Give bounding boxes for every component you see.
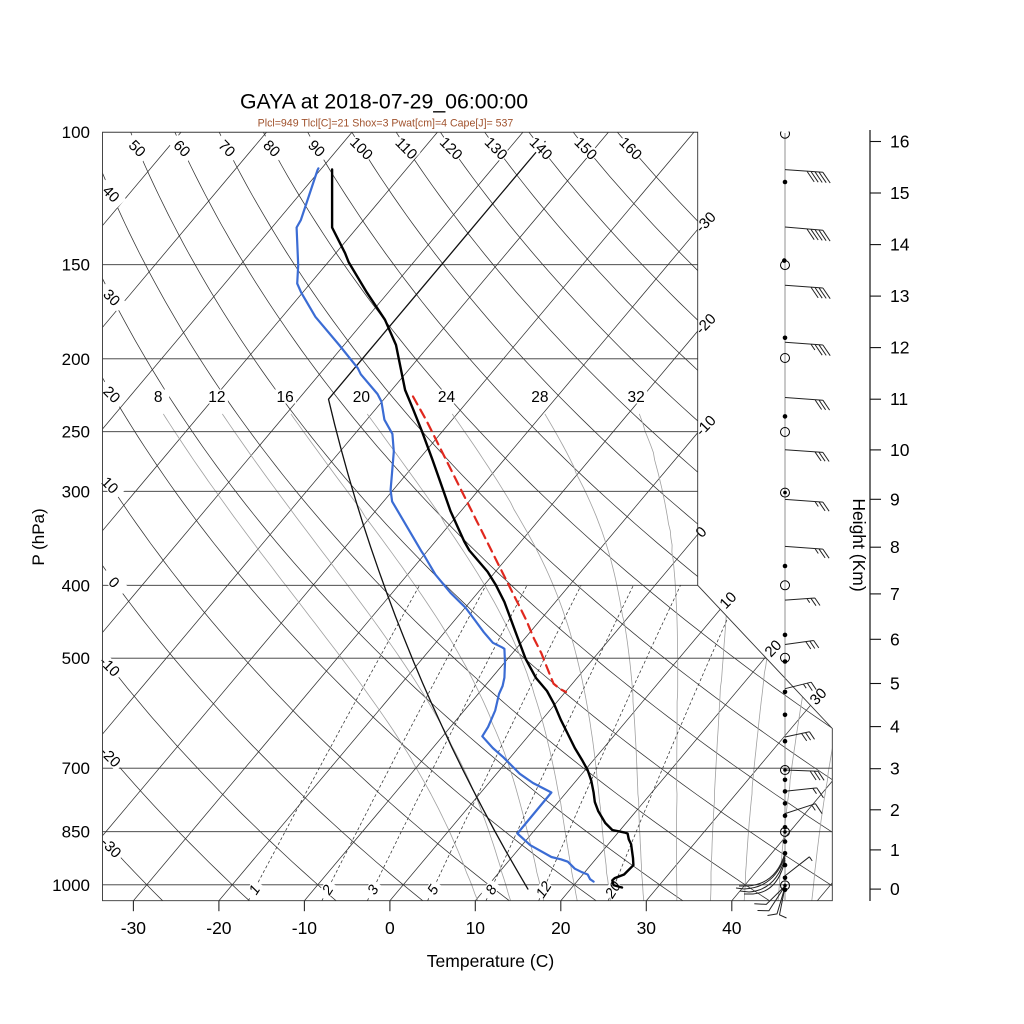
svg-text:-10: -10 xyxy=(292,918,318,938)
svg-text:12: 12 xyxy=(890,338,909,358)
svg-text:8: 8 xyxy=(890,537,900,557)
svg-text:400: 400 xyxy=(62,576,90,595)
svg-text:Plcl=949 Tlcl[C]=21 Shox=3 Pwa: Plcl=949 Tlcl[C]=21 Shox=3 Pwat[cm]=4 Ca… xyxy=(258,118,514,130)
svg-text:Temperature (C): Temperature (C) xyxy=(427,951,554,971)
svg-text:150: 150 xyxy=(62,256,90,275)
svg-text:20: 20 xyxy=(551,918,571,938)
svg-text:250: 250 xyxy=(62,423,90,442)
svg-text:0: 0 xyxy=(890,879,900,899)
svg-text:2: 2 xyxy=(890,800,900,820)
svg-text:8: 8 xyxy=(154,389,163,406)
svg-text:700: 700 xyxy=(62,759,90,778)
svg-text:-30: -30 xyxy=(121,918,147,938)
svg-text:4: 4 xyxy=(890,717,900,737)
svg-text:20: 20 xyxy=(353,389,371,406)
svg-text:12: 12 xyxy=(208,389,225,406)
svg-text:0: 0 xyxy=(385,918,395,938)
svg-text:15: 15 xyxy=(890,183,909,203)
svg-text:1000: 1000 xyxy=(52,876,90,895)
svg-text:200: 200 xyxy=(62,350,90,369)
svg-text:30: 30 xyxy=(637,918,657,938)
svg-text:GAYA at 2018-07-29_06:00:00: GAYA at 2018-07-29_06:00:00 xyxy=(240,89,528,113)
svg-text:3: 3 xyxy=(890,759,900,779)
svg-text:7: 7 xyxy=(890,584,900,604)
svg-text:10: 10 xyxy=(890,440,910,460)
svg-text:10: 10 xyxy=(466,918,486,938)
svg-text:P (hPa): P (hPa) xyxy=(29,508,48,565)
svg-text:13: 13 xyxy=(890,286,909,306)
svg-text:9: 9 xyxy=(890,489,900,509)
svg-text:16: 16 xyxy=(890,132,909,152)
svg-text:40: 40 xyxy=(722,918,742,938)
svg-text:20: 20 xyxy=(602,879,625,902)
svg-text:500: 500 xyxy=(62,649,90,668)
svg-text:-20: -20 xyxy=(206,918,232,938)
svg-text:24: 24 xyxy=(438,389,456,406)
svg-text:12: 12 xyxy=(533,879,555,901)
svg-text:850: 850 xyxy=(62,823,90,842)
svg-text:1: 1 xyxy=(890,840,900,860)
svg-text:100: 100 xyxy=(62,123,90,142)
svg-text:Height (Km): Height (Km) xyxy=(849,498,869,591)
svg-text:28: 28 xyxy=(531,389,548,406)
svg-text:14: 14 xyxy=(890,235,910,255)
svg-text:32: 32 xyxy=(627,389,644,406)
svg-text:16: 16 xyxy=(276,389,293,406)
svg-text:300: 300 xyxy=(62,482,90,501)
svg-text:5: 5 xyxy=(890,674,900,694)
svg-text:6: 6 xyxy=(890,629,900,649)
svg-text:11: 11 xyxy=(890,389,908,409)
